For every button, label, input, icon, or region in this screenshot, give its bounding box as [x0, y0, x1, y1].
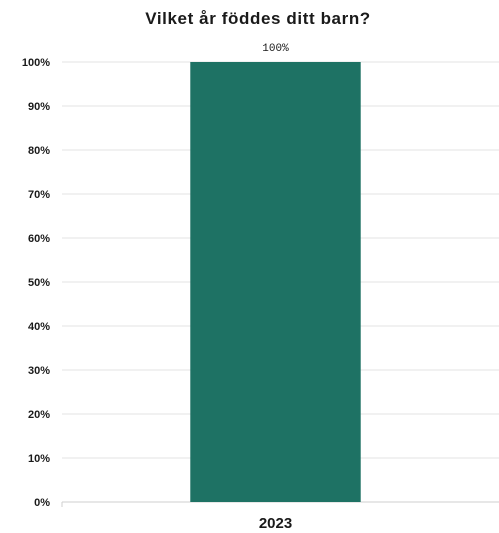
y-tick-label: 70%	[28, 189, 50, 201]
y-tick-label: 10%	[28, 453, 50, 465]
y-tick-label: 80%	[28, 145, 50, 157]
y-tick-label: 0%	[34, 497, 50, 509]
y-tick-label: 30%	[28, 365, 50, 377]
y-tick-label: 40%	[28, 321, 50, 333]
bar-layer	[190, 62, 361, 502]
chart-title: Vilket år föddes ditt barn?	[145, 9, 371, 28]
bar-2023	[190, 62, 361, 502]
y-tick-label: 90%	[28, 101, 50, 113]
y-tick-label: 60%	[28, 233, 50, 245]
y-axis: 0% 10% 20% 30% 40% 50% 60% 70% 80% 90% 100%	[22, 57, 50, 509]
data-label: 100%	[262, 43, 289, 55]
y-tick-label: 50%	[28, 277, 50, 289]
x-axis: 2023	[259, 515, 292, 532]
x-tick-label: 2023	[259, 515, 292, 532]
data-label-layer: 100%	[262, 43, 289, 55]
y-tick-label: 100%	[22, 57, 50, 69]
y-tick-label: 20%	[28, 409, 50, 421]
